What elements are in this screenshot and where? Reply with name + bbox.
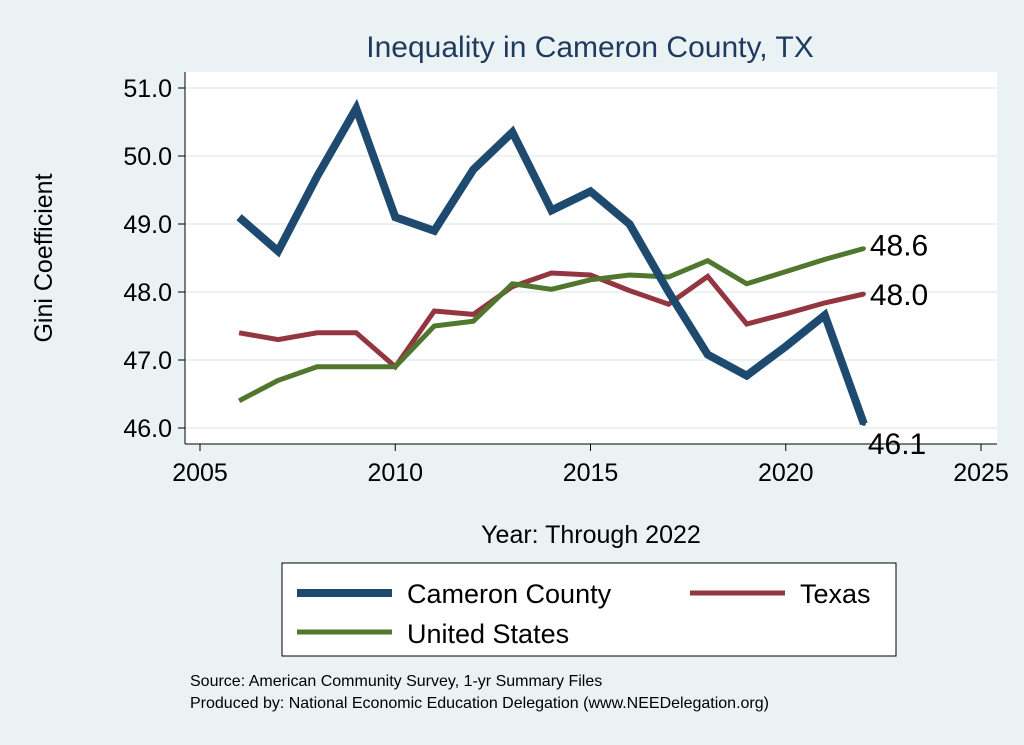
- series-end-point: [861, 246, 866, 251]
- chart-title: Inequality in Cameron County, TX: [366, 31, 813, 64]
- axes-layer: 46.0 47.0 48.0 49.0 50.0 51.0 2005 2010 2015 2020…: [123, 72, 1009, 487]
- series-line-texas: [238, 270, 865, 371]
- series-line-united-states: [237, 246, 865, 404]
- x-tick-label: 2025: [953, 459, 1009, 487]
- producer-note: Produced by: National Economic Education…: [190, 695, 769, 712]
- lines-layer: [236, 98, 868, 426]
- y-tick-label: 51.0: [123, 75, 172, 103]
- y-tick-label: 49.0: [123, 211, 172, 239]
- legend-label-cameron-county: Cameron County: [407, 579, 612, 609]
- y-axis-title: Gini Coefficient: [30, 173, 58, 342]
- legend-box: [281, 562, 897, 657]
- plot-area: [185, 72, 997, 444]
- end-value-label: 48.6: [870, 229, 928, 262]
- series-end-point: [861, 292, 866, 297]
- x-tick-label: 2020: [758, 459, 814, 487]
- x-tick-label: 2005: [172, 459, 228, 487]
- y-tick-label: 50.0: [123, 143, 172, 171]
- labels-layer: 46.1 48.0 48.6: [868, 229, 928, 460]
- series-line-cameron-county: [236, 98, 868, 426]
- grid-layer: [185, 87, 997, 429]
- y-tick-label: 48.0: [123, 279, 172, 307]
- legend: Cameron County Texas United States: [281, 562, 897, 657]
- source-note: Source: American Community Survey, 1-yr …: [190, 673, 602, 690]
- y-tick-label: 46.0: [123, 415, 172, 443]
- y-tick-label: 47.0: [123, 347, 172, 375]
- series-end-point: [861, 421, 866, 426]
- x-tick-label: 2015: [563, 459, 619, 487]
- end-value-label: 48.0: [870, 279, 928, 312]
- legend-label-texas: Texas: [800, 579, 871, 609]
- x-axis-title: Year: Through 2022: [481, 521, 701, 549]
- x-tick-label: 2010: [367, 459, 423, 487]
- legend-label-united-states: United States: [407, 619, 569, 649]
- end-value-label: 46.1: [868, 428, 926, 461]
